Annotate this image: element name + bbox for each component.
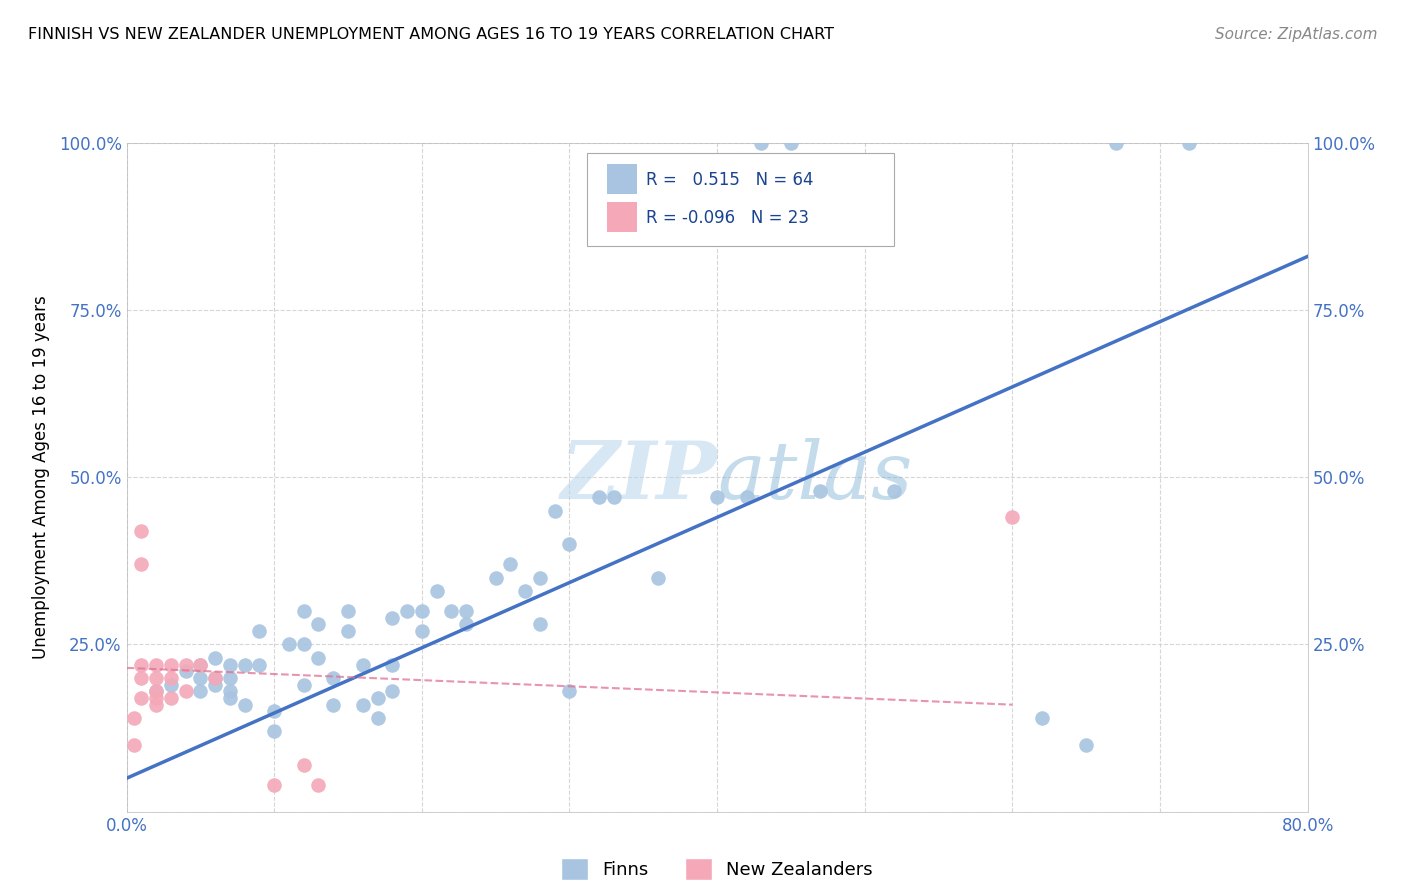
Point (1178, 136, 1201, 150)
Point (337, 624, 360, 639)
Point (292, 604, 315, 618)
Text: R =   0.515   N = 64: R = 0.515 N = 64 (647, 170, 814, 188)
Point (122, 711, 145, 725)
Legend: Finns, New Zealanders: Finns, New Zealanders (561, 857, 873, 880)
Point (233, 657, 256, 672)
Point (145, 690, 167, 705)
Point (558, 537, 581, 551)
Point (159, 657, 183, 672)
Point (425, 583, 447, 598)
Point (188, 657, 211, 672)
Text: R = -0.096   N = 23: R = -0.096 N = 23 (647, 209, 810, 227)
Text: atlas: atlas (717, 439, 912, 516)
Point (396, 604, 419, 618)
Point (307, 617, 329, 632)
Point (204, 651, 226, 665)
Point (129, 690, 153, 705)
Point (145, 698, 167, 712)
Point (188, 671, 211, 685)
Point (292, 757, 315, 772)
Point (366, 690, 388, 705)
Point (247, 657, 270, 672)
Point (307, 651, 329, 665)
Point (122, 738, 145, 752)
Point (219, 671, 242, 685)
Point (735, 490, 758, 504)
Point (174, 684, 197, 698)
Point (129, 671, 153, 685)
Point (188, 657, 211, 672)
Point (454, 617, 477, 632)
Point (174, 657, 197, 672)
Point (411, 604, 433, 618)
Point (529, 617, 551, 632)
Point (307, 778, 329, 792)
Point (129, 557, 153, 572)
Point (381, 684, 404, 698)
Point (159, 671, 183, 685)
Text: FINNISH VS NEW ZEALANDER UNEMPLOYMENT AMONG AGES 16 TO 19 YEARS CORRELATION CHAR: FINNISH VS NEW ZEALANDER UNEMPLOYMENT AM… (28, 27, 834, 42)
Point (588, 490, 610, 504)
Point (188, 684, 211, 698)
Point (1105, 136, 1128, 150)
Point (529, 571, 551, 585)
Text: ZIP: ZIP (560, 439, 717, 516)
FancyBboxPatch shape (607, 202, 637, 232)
Point (247, 624, 270, 639)
Point (1001, 510, 1024, 524)
Point (204, 678, 226, 692)
Point (219, 690, 242, 705)
Point (810, 483, 832, 498)
Point (145, 684, 167, 698)
Point (1031, 711, 1053, 725)
Point (204, 671, 226, 685)
Point (322, 671, 344, 685)
Text: Source: ZipAtlas.com: Source: ZipAtlas.com (1215, 27, 1378, 42)
Point (292, 637, 315, 651)
FancyBboxPatch shape (607, 164, 637, 194)
Point (411, 624, 433, 639)
Point (174, 664, 197, 679)
Point (454, 604, 477, 618)
Point (499, 557, 522, 572)
Point (278, 637, 301, 651)
Point (292, 678, 315, 692)
Point (263, 705, 285, 719)
Point (440, 604, 463, 618)
Point (145, 657, 167, 672)
Point (603, 490, 626, 504)
Point (543, 503, 565, 517)
Point (233, 698, 256, 712)
Point (129, 657, 153, 672)
Point (322, 698, 344, 712)
Point (352, 698, 374, 712)
Point (145, 671, 167, 685)
Point (129, 524, 153, 538)
Point (515, 583, 537, 598)
Point (263, 778, 285, 792)
Point (337, 604, 360, 618)
Point (219, 657, 242, 672)
Point (558, 684, 581, 698)
Point (751, 136, 773, 150)
Point (263, 724, 285, 739)
Point (381, 657, 404, 672)
Point (779, 136, 801, 150)
Point (366, 711, 388, 725)
FancyBboxPatch shape (588, 153, 894, 246)
Point (706, 490, 728, 504)
Point (159, 690, 183, 705)
Point (1076, 738, 1098, 752)
Y-axis label: Unemployment Among Ages 16 to 19 years: Unemployment Among Ages 16 to 19 years (32, 295, 51, 659)
Point (159, 678, 183, 692)
Point (883, 483, 905, 498)
Point (381, 611, 404, 625)
Point (219, 684, 242, 698)
Point (204, 671, 226, 685)
Point (647, 571, 669, 585)
Point (145, 684, 167, 698)
Point (352, 657, 374, 672)
Point (484, 571, 508, 585)
